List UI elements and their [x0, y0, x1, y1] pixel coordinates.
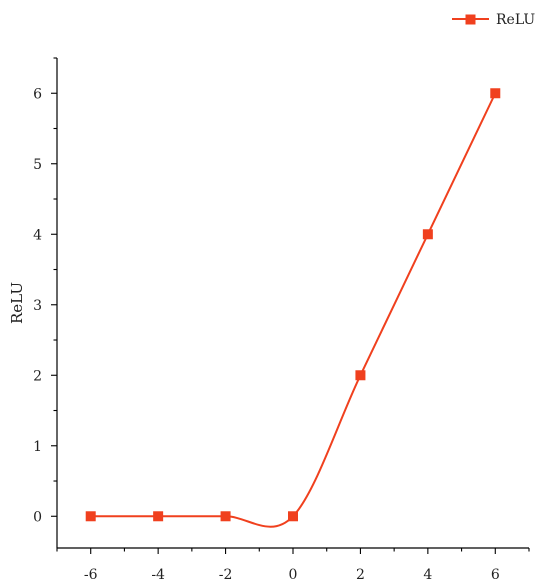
- x-axis: -6 -4 -2 0 2 4 6: [56, 547, 530, 583]
- x-tick-label: -6: [84, 567, 98, 583]
- y-axis: 0 1 2 3 4 5 6: [33, 57, 58, 548]
- y-tick-label: 5: [33, 157, 42, 173]
- relu-data-point: [490, 88, 501, 99]
- x-tick-label: 4: [423, 567, 432, 583]
- relu-data-point: [422, 229, 433, 240]
- y-tick-label: 4: [33, 227, 42, 243]
- y-tick-label: 2: [33, 368, 42, 384]
- relu-data-point: [220, 511, 231, 522]
- x-tick-label: 0: [289, 567, 298, 583]
- relu-data-point: [85, 511, 96, 522]
- relu-series-line: [90, 92, 497, 528]
- legend-label: ReLU: [496, 12, 535, 28]
- y-tick-label: 6: [33, 86, 42, 102]
- legend-marker-swatch: [465, 14, 476, 25]
- y-axis-title: ReLU: [8, 282, 26, 324]
- y-tick-label: 3: [33, 298, 42, 314]
- relu-data-point: [153, 511, 164, 522]
- x-tick-label: -2: [219, 567, 233, 583]
- relu-data-point: [288, 511, 298, 522]
- relu-data-point: [355, 370, 366, 381]
- y-tick-label: 1: [33, 439, 42, 455]
- x-tick-label: -4: [151, 567, 165, 583]
- plot-series: [85, 88, 501, 528]
- x-tick-label: 6: [491, 567, 500, 583]
- y-tick-label: 0: [33, 509, 42, 525]
- legend: ReLU: [452, 12, 535, 28]
- x-tick-label: 2: [356, 567, 365, 583]
